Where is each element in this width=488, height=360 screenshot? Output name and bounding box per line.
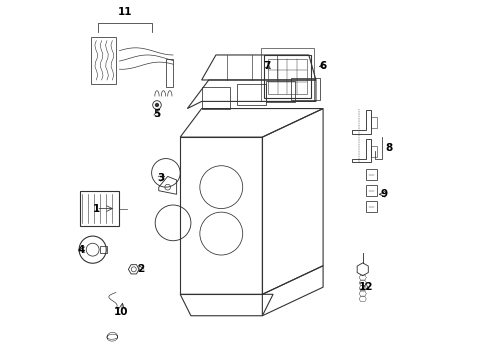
Bar — [370, 146, 376, 157]
Text: 2: 2 — [137, 264, 144, 274]
Circle shape — [155, 104, 158, 107]
Text: 3: 3 — [157, 173, 164, 183]
Text: 11: 11 — [117, 8, 132, 18]
Bar — [80, 191, 119, 226]
Bar — [267, 59, 306, 94]
Text: 6: 6 — [319, 61, 326, 71]
Bar — [370, 117, 376, 128]
Text: 9: 9 — [380, 189, 386, 199]
Text: 4: 4 — [77, 245, 84, 255]
Text: 7: 7 — [263, 61, 270, 71]
Text: 5: 5 — [153, 109, 160, 119]
Bar — [260, 48, 313, 102]
Text: 10: 10 — [114, 307, 128, 317]
Bar — [100, 246, 107, 253]
Bar — [264, 55, 310, 98]
Text: 1: 1 — [92, 203, 100, 213]
Text: 12: 12 — [358, 282, 372, 292]
Text: 8: 8 — [385, 143, 392, 153]
